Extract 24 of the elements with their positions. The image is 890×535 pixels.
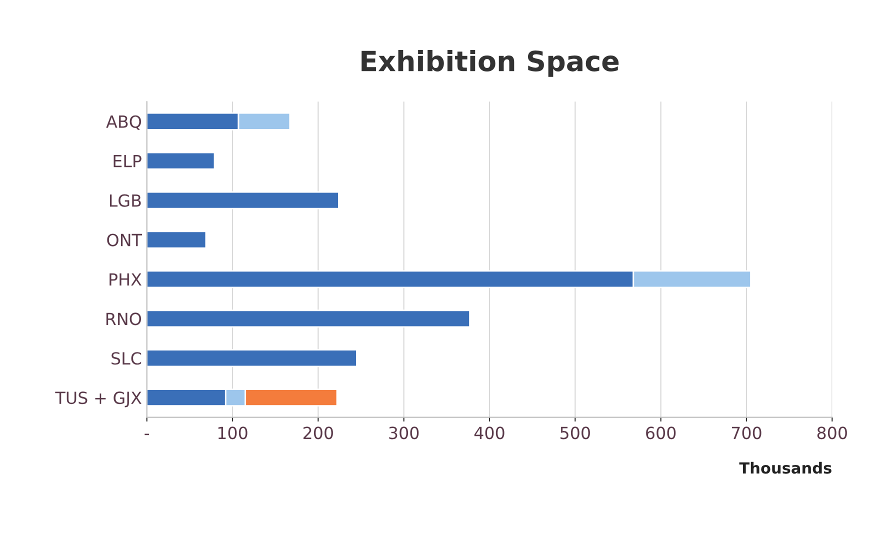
y-tick-label: TUS + GJX bbox=[55, 392, 142, 408]
bar bbox=[146, 230, 207, 249]
bar bbox=[146, 310, 470, 328]
y-tick-label: ELP bbox=[114, 155, 142, 168]
y-tick-label: SLC bbox=[112, 352, 142, 365]
x-tick-label: 200 bbox=[303, 426, 333, 440]
x-tick-label: 700 bbox=[732, 426, 762, 440]
y-tick-label: ONT bbox=[107, 234, 142, 246]
x-tick-label: - bbox=[144, 434, 150, 436]
x-tick-label: 300 bbox=[389, 426, 419, 440]
bar bbox=[146, 349, 358, 368]
bar bbox=[146, 191, 340, 210]
x-axis-title: Thousands bbox=[739, 462, 832, 474]
y-tick-label: ABQ bbox=[106, 115, 142, 130]
x-tick-label: 600 bbox=[646, 426, 676, 440]
bar bbox=[146, 152, 216, 170]
x-tick-label: 800 bbox=[817, 426, 847, 440]
chart-title: Exhibition Space bbox=[362, 50, 619, 77]
y-tick-label: LGB bbox=[110, 194, 141, 207]
y-tick-label: PHX bbox=[110, 273, 142, 286]
y-tick-label: RNO bbox=[106, 312, 142, 326]
x-tick-label: 500 bbox=[560, 426, 590, 440]
x-tick-label: 100 bbox=[218, 426, 248, 440]
x-tick-label: 400 bbox=[474, 426, 504, 440]
